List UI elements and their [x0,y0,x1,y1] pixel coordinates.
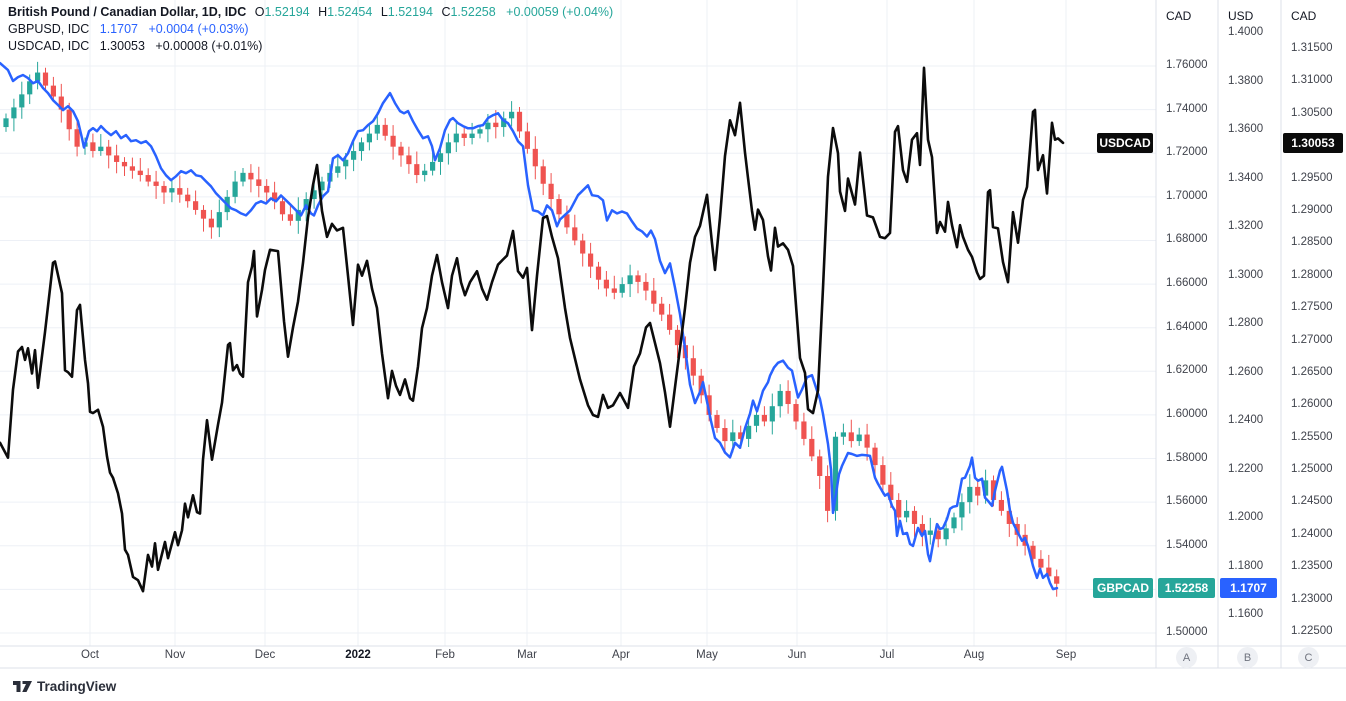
price-tick: 1.29500 [1291,171,1333,184]
price-tick: 1.27000 [1291,333,1333,346]
price-tick: 1.1800 [1228,559,1264,572]
price-tick: 1.3200 [1228,220,1264,232]
price-tick: 1.74000 [1166,102,1208,115]
price-tick: 1.66000 [1166,277,1208,290]
main-symbol-title: British Pound / Canadian Dollar, 1D, IDC [8,5,247,19]
scale-title-A: CAD [1166,9,1192,23]
price-scale-B[interactable]: USD 1.4000 1.3800 1.3600 1.3400 1.3200 1.3000 1… [1219,0,1280,668]
price-scale-C[interactable]: CAD 1.31500 1.31000 1.30500 1.29500 1.29000 1.… [1282,0,1346,668]
time-tick: Feb [435,649,455,661]
price-tick: 1.29000 [1291,203,1333,216]
price-value-chip-1.30053: 1.30053 [1283,133,1343,153]
price-tick: 1.58000 [1166,451,1208,464]
price-tick: 1.70000 [1166,189,1208,202]
price-tick: 1.50000 [1166,626,1208,638]
price-tick: 1.64000 [1166,320,1208,333]
usdcad-line[interactable] [0,66,1065,593]
price-tick: 1.1600 [1228,608,1264,620]
time-tick: Oct [81,649,99,661]
tradingview-logo-icon [13,681,32,692]
scale-title-B: USD [1228,9,1254,23]
price-scale-A[interactable]: CAD 1.76000 1.74000 1.72000 1.70000 1.68000 1.… [1157,0,1218,668]
price-tick: 1.68000 [1166,233,1208,246]
time-tick: Dec [254,649,276,661]
legend-row-usdcad[interactable]: USDCAD, IDC 1.30053 +0.00008 (+0.01%) [8,38,613,55]
low-label: L [380,5,388,19]
scale-title-C: CAD [1291,9,1317,23]
price-tick: 1.2000 [1228,511,1264,523]
tradingview-logo[interactable]: TradingView [13,679,116,694]
price-tick: 1.2400 [1228,414,1264,426]
price-tick: 1.3400 [1228,171,1264,184]
open-value: 1.52194 [264,5,310,19]
price-tick: 1.22500 [1291,625,1333,637]
price-tick: 1.3000 [1228,268,1264,281]
price-tick: 1.31000 [1291,74,1333,87]
price-tick: 1.2800 [1228,317,1264,329]
price-tick: 1.76000 [1166,59,1208,71]
time-tick: Nov [164,649,186,661]
time-tick: Jul [879,649,895,661]
price-tick: 1.3600 [1228,123,1264,135]
low-value: 1.52194 [387,5,433,19]
price-tick: 1.60000 [1166,407,1208,420]
price-tick: 1.4000 [1228,26,1264,38]
price-tick: 1.25500 [1291,430,1333,443]
time-tick: Jun [787,649,807,661]
main-change: +0.00059 (+0.04%) [506,5,614,19]
price-tick: 1.31500 [1291,42,1333,54]
price-value-chip-1.52258: 1.52258 [1158,578,1215,598]
gbpusd-line[interactable] [0,61,1059,591]
legend-row-gbpusd[interactable]: GBPUSD, IDC 1.1707 +0.0004 (+0.03%) [8,21,613,38]
price-value-chip-1.1707: 1.1707 [1220,578,1277,598]
price-tick: 1.62000 [1166,364,1208,377]
price-tick: 1.54000 [1166,538,1208,551]
time-tick: Sep [1055,649,1077,661]
open-label: O [254,5,265,19]
high-label: H [318,5,328,19]
close-label: C [441,5,451,19]
price-tick: 1.25000 [1291,463,1333,476]
time-tick: 2022 [345,649,371,661]
gbpcad-candles [3,61,1060,597]
price-tick: 1.2200 [1228,462,1264,475]
price-tick: 1.28000 [1291,268,1333,281]
gbpusd-symbol: GBPUSD, IDC [8,22,90,36]
time-tick: Mar [517,649,537,661]
high-value: 1.52454 [327,5,373,19]
price-tick: 1.3800 [1228,74,1264,87]
price-tick: 1.26500 [1291,365,1333,378]
price-tick: 1.23500 [1291,560,1333,573]
gbpusd-value: 1.1707 [99,22,138,36]
usdcad-series-chip: USDCAD [1097,133,1153,153]
scale-toggle-button-A[interactable]: A [1176,647,1197,668]
price-tick: 1.24000 [1291,527,1333,540]
price-tick: 1.24500 [1291,495,1333,508]
gbpcad-series-chip: GBPCAD [1093,578,1153,598]
price-tick: 1.56000 [1166,495,1208,508]
close-value: 1.52258 [450,5,496,19]
price-tick: 1.72000 [1166,146,1208,159]
legend-row-main[interactable]: British Pound / Canadian Dollar, 1D, IDC… [8,4,613,21]
price-tick: 1.27500 [1291,301,1333,314]
price-tick: 1.2600 [1228,365,1264,378]
usdcad-value: 1.30053 [99,39,145,53]
scale-toggle-button-B[interactable]: B [1237,647,1258,668]
price-tick: 1.28500 [1291,236,1333,249]
price-tick: 1.23000 [1291,592,1333,605]
time-tick: Apr [612,649,630,661]
price-tick: 1.26000 [1291,398,1333,411]
scale-toggle-button-C[interactable]: C [1298,647,1319,668]
usdcad-symbol: USDCAD, IDC [8,39,90,53]
chart-legend: British Pound / Canadian Dollar, 1D, IDC… [8,4,613,55]
usdcad-change: +0.00008 (+0.01%) [155,39,263,53]
time-tick: Aug [963,649,985,661]
time-tick: May [696,649,718,661]
price-tick: 1.30500 [1291,106,1333,119]
gbpusd-change: +0.0004 (+0.03%) [148,22,249,36]
tradingview-logo-text: TradingView [37,679,117,694]
